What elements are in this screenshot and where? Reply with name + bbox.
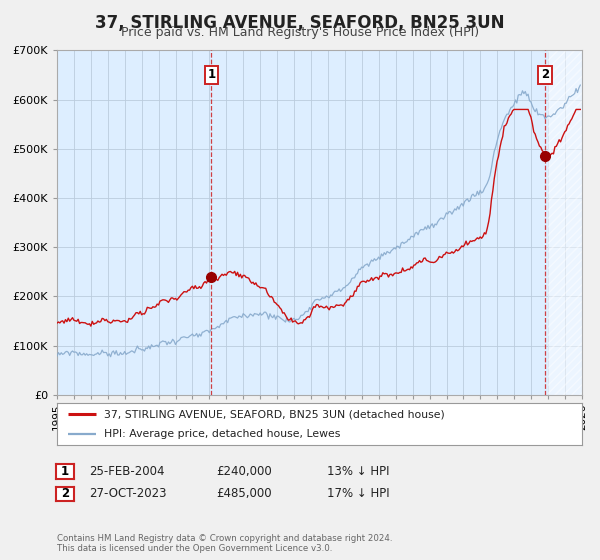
Text: £485,000: £485,000 (216, 487, 272, 501)
Text: 25-FEB-2004: 25-FEB-2004 (89, 465, 164, 478)
Bar (548, 50, 582, 395)
Text: 37, STIRLING AVENUE, SEAFORD, BN25 3UN (detached house): 37, STIRLING AVENUE, SEAFORD, BN25 3UN (… (104, 409, 445, 419)
Text: 2: 2 (61, 487, 69, 501)
Text: 1: 1 (208, 68, 215, 82)
Text: 17% ↓ HPI: 17% ↓ HPI (327, 487, 389, 501)
Text: Price paid vs. HM Land Registry's House Price Index (HPI): Price paid vs. HM Land Registry's House … (121, 26, 479, 39)
Text: Contains HM Land Registry data © Crown copyright and database right 2024.: Contains HM Land Registry data © Crown c… (57, 534, 392, 543)
Text: 13% ↓ HPI: 13% ↓ HPI (327, 465, 389, 478)
Text: 2: 2 (541, 68, 549, 82)
Text: This data is licensed under the Open Government Licence v3.0.: This data is licensed under the Open Gov… (57, 544, 332, 553)
Text: 1: 1 (61, 465, 69, 478)
Text: 37, STIRLING AVENUE, SEAFORD, BN25 3UN: 37, STIRLING AVENUE, SEAFORD, BN25 3UN (95, 14, 505, 32)
Bar (548, 50, 582, 395)
Text: 27-OCT-2023: 27-OCT-2023 (89, 487, 166, 501)
Text: £240,000: £240,000 (216, 465, 272, 478)
Text: HPI: Average price, detached house, Lewes: HPI: Average price, detached house, Lewe… (104, 430, 341, 439)
